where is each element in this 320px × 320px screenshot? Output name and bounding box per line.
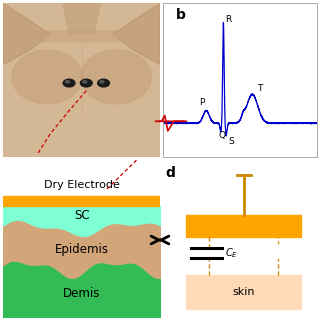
Ellipse shape [66, 81, 69, 83]
Text: d: d [165, 166, 175, 180]
Bar [186, 275, 301, 309]
Text: Q: Q [219, 131, 226, 140]
Text: Dry Electrode: Dry Electrode [44, 180, 120, 190]
Text: P: P [199, 98, 205, 107]
Text: Demis: Demis [63, 287, 100, 300]
Ellipse shape [80, 79, 92, 87]
Ellipse shape [12, 50, 82, 104]
Polygon shape [63, 3, 100, 34]
Text: skin: skin [233, 287, 255, 297]
Text: Epidemis: Epidemis [55, 243, 108, 256]
Bar [271, 244, 286, 259]
Ellipse shape [81, 50, 151, 104]
Text: b: b [175, 8, 185, 22]
Ellipse shape [63, 79, 75, 87]
Text: T: T [257, 84, 262, 92]
Text: SC: SC [74, 209, 89, 222]
Ellipse shape [98, 79, 109, 87]
Ellipse shape [100, 81, 104, 83]
Bar [3, 196, 160, 206]
Text: R: R [225, 15, 232, 24]
Polygon shape [113, 3, 160, 65]
Polygon shape [3, 3, 50, 65]
Polygon shape [35, 31, 129, 42]
Ellipse shape [83, 81, 87, 83]
Text: $C_E$: $C_E$ [225, 246, 238, 260]
Bar [186, 215, 301, 237]
Text: S: S [228, 137, 234, 146]
